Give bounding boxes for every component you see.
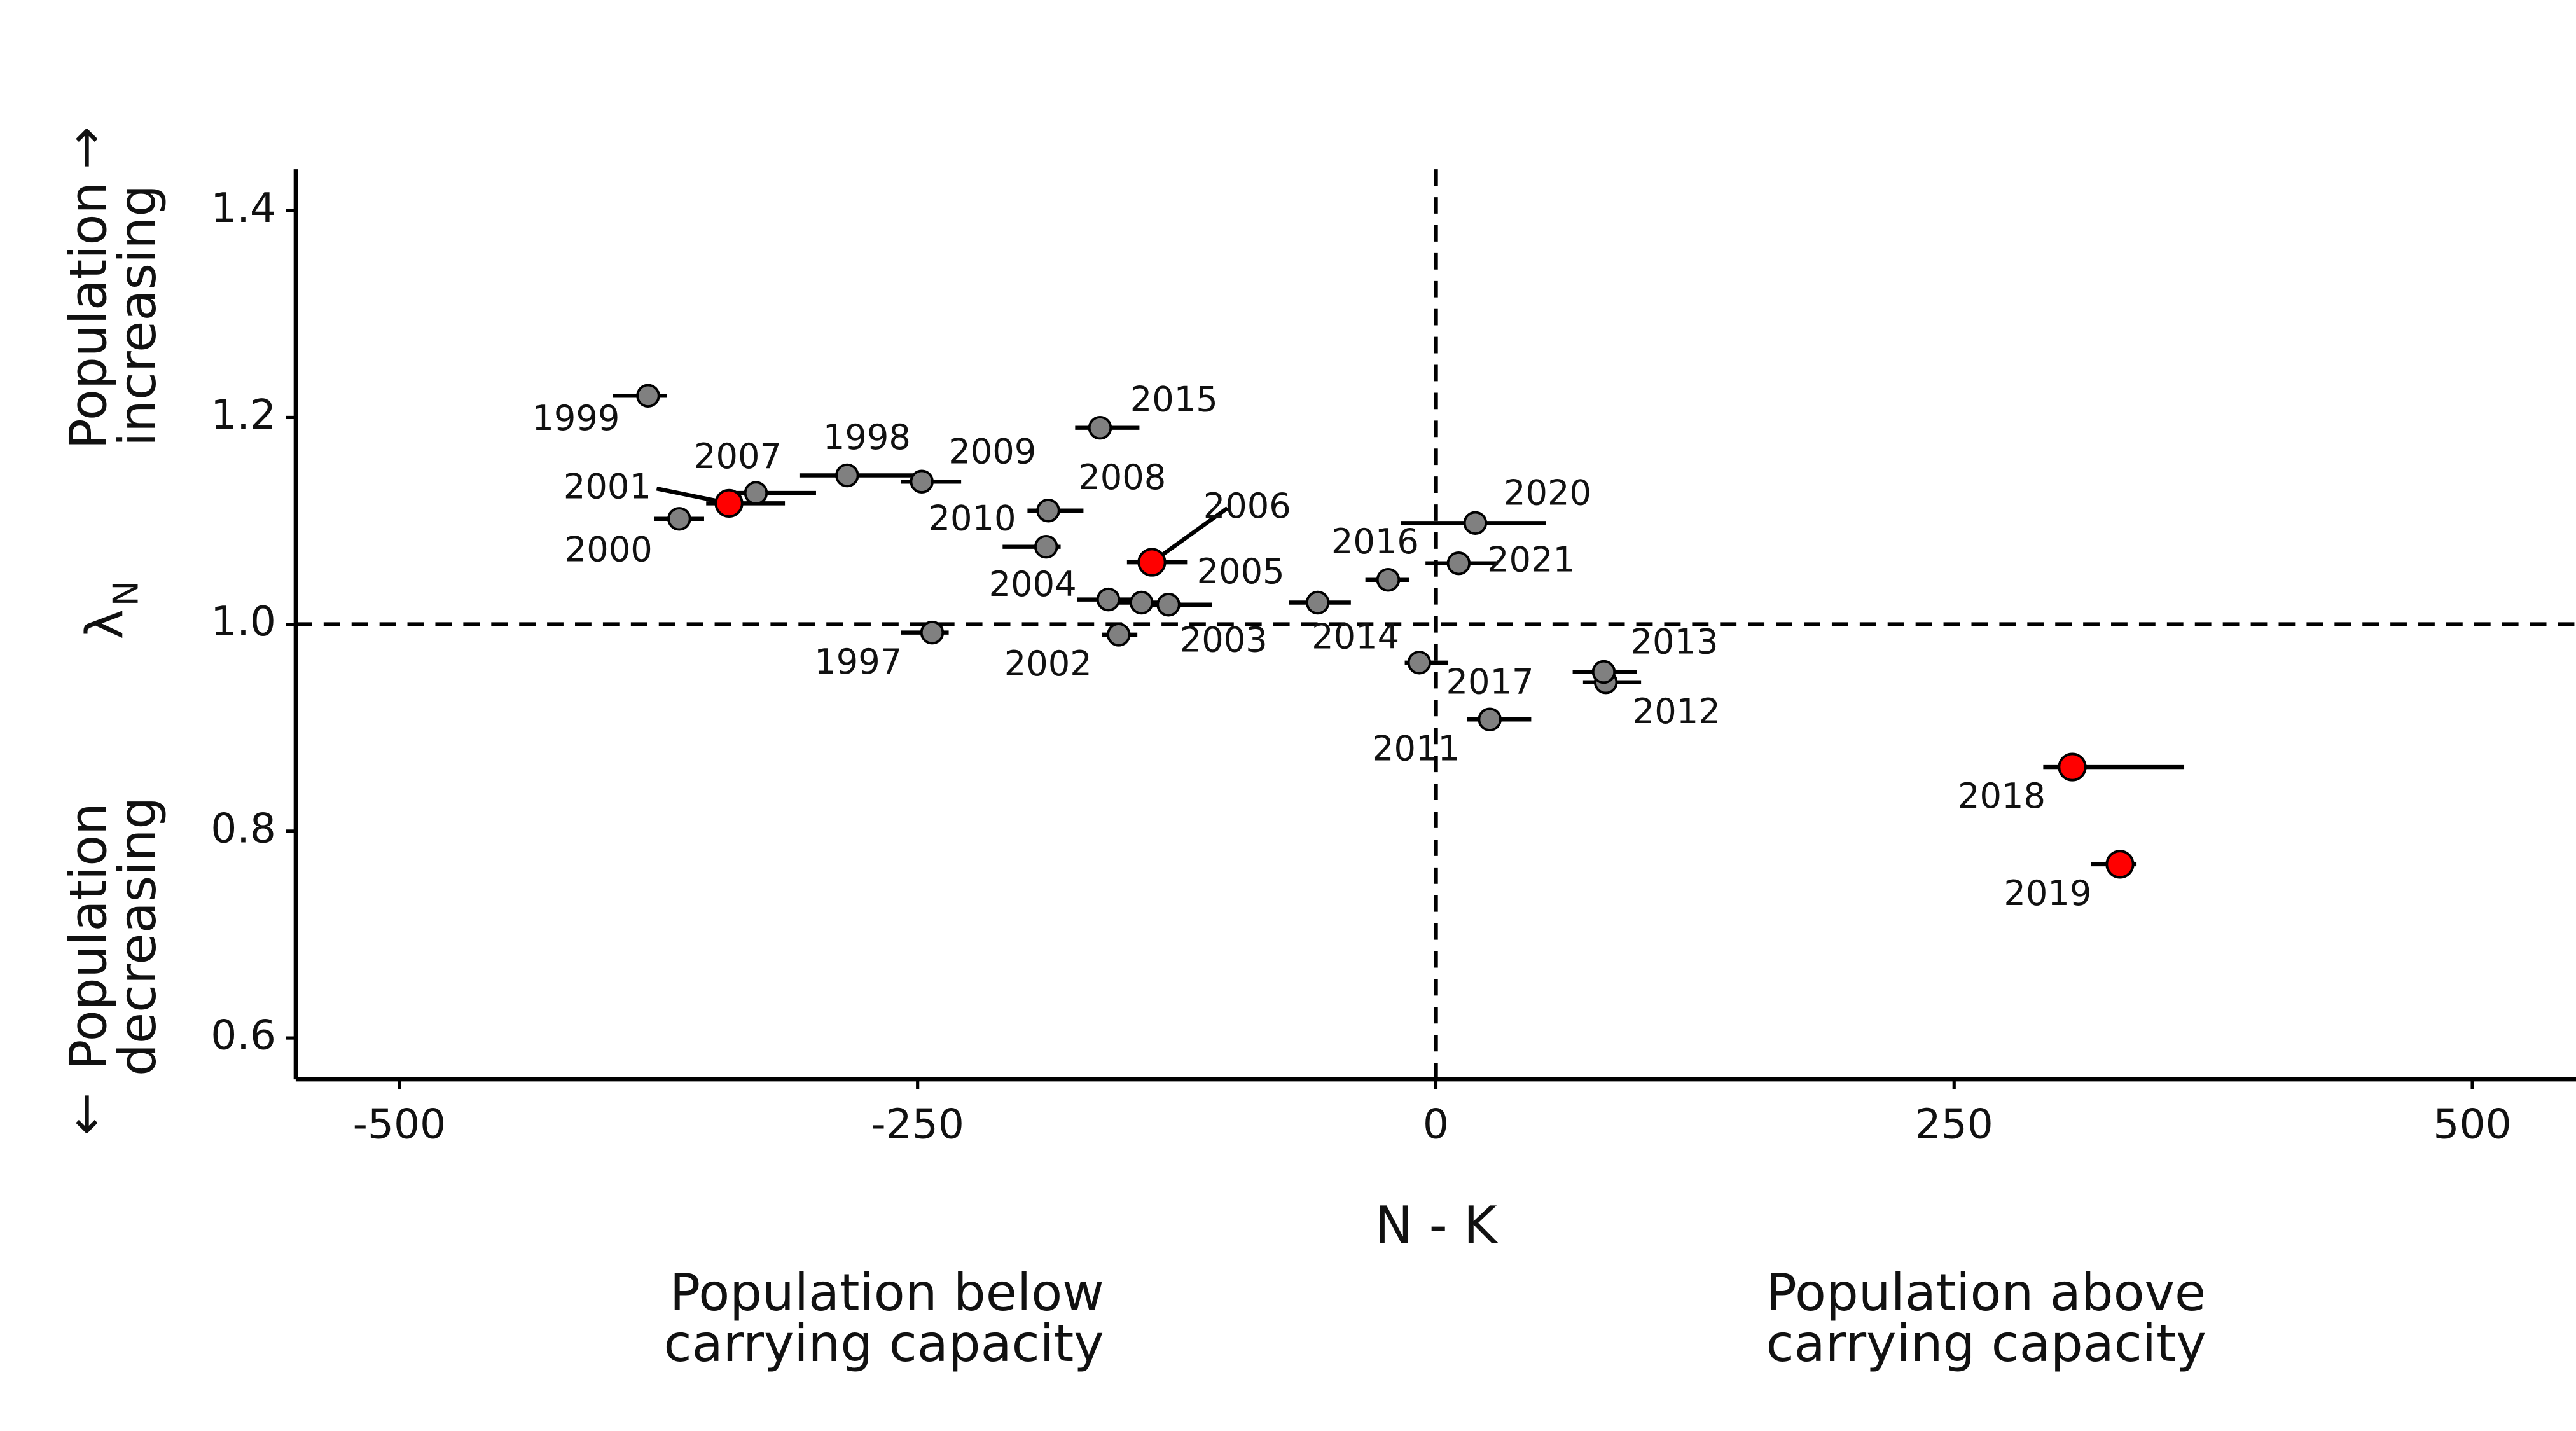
y-tick-label: 0.8	[211, 805, 276, 852]
point	[744, 481, 768, 505]
point	[1478, 707, 1502, 731]
above-annotation: carrying capacity	[1766, 1314, 2206, 1373]
point	[1129, 590, 1154, 615]
lower-annotation: Population	[59, 803, 118, 1070]
point-label: 2016	[1331, 522, 1419, 562]
point-label: 1997	[814, 642, 902, 682]
point	[636, 384, 660, 408]
upper-arrow: →	[55, 127, 114, 169]
point-label: 2003	[1180, 620, 1268, 660]
below-annotation: Population below	[670, 1263, 1104, 1322]
point	[1446, 551, 1471, 576]
point-label: 1998	[823, 417, 911, 457]
point	[667, 507, 691, 531]
point-label: 2019	[2004, 873, 2091, 913]
point	[835, 463, 859, 488]
below-annotation: carrying capacity	[664, 1314, 1104, 1373]
point-label: 2008	[1078, 457, 1166, 497]
lower-arrow: ←	[55, 1093, 114, 1135]
y-tick-label: 1.4	[211, 184, 276, 232]
point-label: 2018	[1958, 776, 2046, 816]
point	[1107, 623, 1131, 647]
point	[1463, 511, 1488, 536]
y-axis-title-subscript: N	[106, 581, 146, 607]
point	[714, 488, 744, 518]
point-label: 2006	[1203, 486, 1291, 526]
upper-annotation: Population	[59, 182, 118, 450]
point-label: 2007	[694, 436, 782, 476]
point	[1407, 651, 1432, 675]
point-label: 2009	[948, 431, 1036, 471]
point	[1376, 568, 1401, 592]
point	[1096, 587, 1121, 612]
point-label: 2000	[565, 530, 653, 570]
x-tick-label: -500	[353, 1101, 447, 1149]
point	[1088, 415, 1112, 440]
point-label: 2012	[1633, 691, 1721, 731]
point-label: 2014	[1312, 616, 1399, 656]
point-label: 2001	[564, 466, 651, 506]
y-tick-label: 0.6	[211, 1012, 276, 1060]
point	[1591, 660, 1616, 684]
point-label: 2011	[1372, 728, 1460, 768]
point	[2105, 850, 2135, 879]
upper-annotation: increasing	[108, 184, 167, 446]
point	[1156, 593, 1181, 617]
y-tick-label: 1.0	[211, 598, 276, 646]
point	[1036, 499, 1060, 523]
point-label: 2013	[1631, 622, 1719, 662]
point-label: 2017	[1446, 662, 1534, 702]
point	[1305, 590, 1330, 615]
point-label: 2015	[1130, 379, 1218, 419]
leader-line	[1151, 506, 1229, 564]
point-label: 1999	[532, 398, 620, 438]
x-tick-label: 500	[2433, 1101, 2511, 1149]
point	[1034, 534, 1058, 559]
point	[920, 620, 945, 645]
x-tick-label: 0	[1423, 1101, 1449, 1149]
above-annotation: Population above	[1766, 1263, 2206, 1322]
point-label: 2020	[1504, 473, 1591, 513]
x-tick-label: 250	[1915, 1101, 1993, 1149]
y-tick-label: 1.2	[211, 391, 276, 439]
point-label: 2004	[989, 564, 1077, 604]
x-tick-label: -250	[871, 1101, 964, 1149]
x-axis-title: N - K	[1375, 1196, 1499, 1255]
point	[2058, 752, 2087, 782]
point-label: 2010	[928, 498, 1016, 538]
point	[1137, 548, 1167, 577]
point-label: 2005	[1197, 551, 1285, 591]
point-label: 2002	[1004, 644, 1092, 684]
lower-annotation: decreasing	[108, 797, 167, 1076]
point	[910, 469, 934, 494]
y-axis-title: λ	[75, 609, 134, 639]
point-label: 2021	[1487, 539, 1575, 579]
